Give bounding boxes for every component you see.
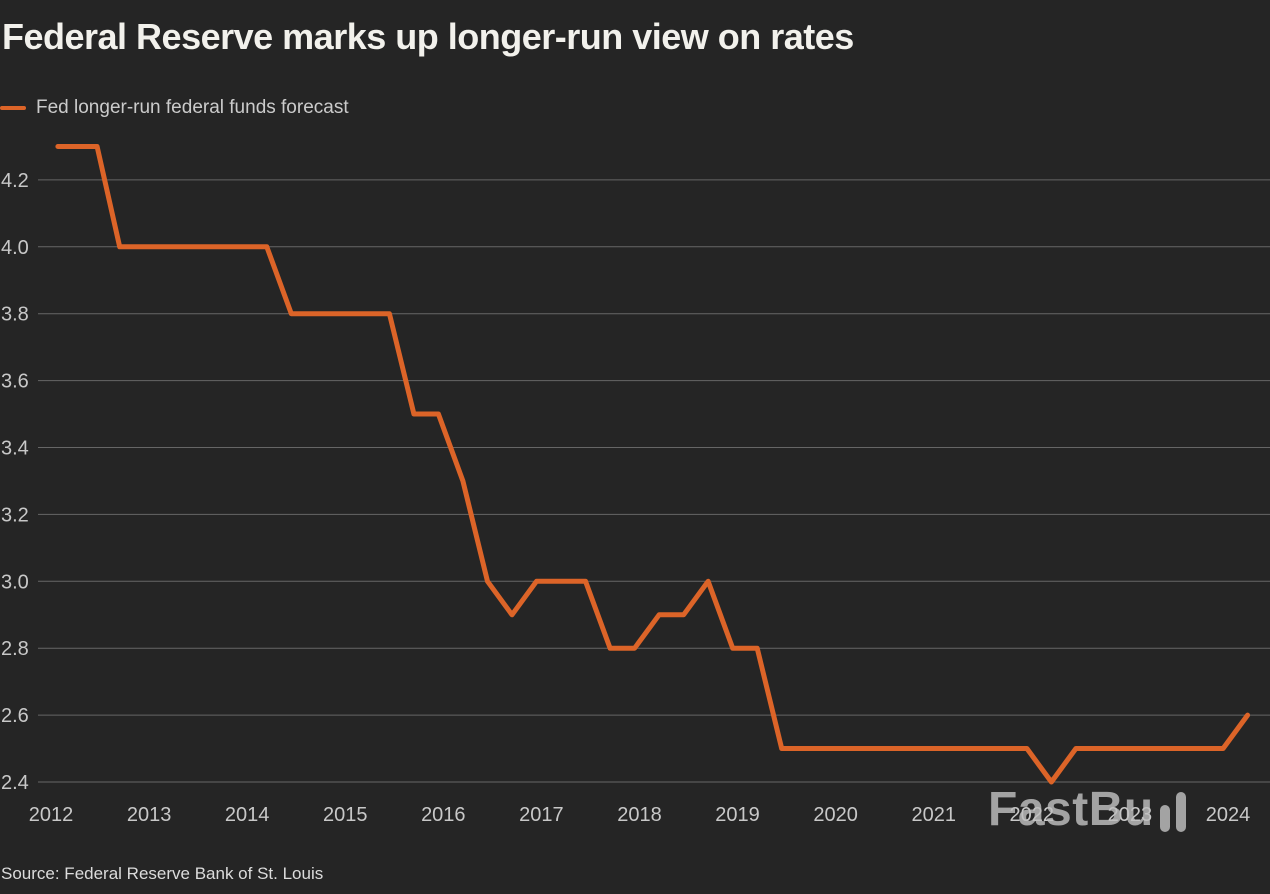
legend-line-swatch-icon [0,106,26,110]
y-tick-label: 3.0 [1,571,29,593]
x-tick-label: 2017 [519,804,564,826]
legend-series-label: Fed longer-run federal funds forecast [36,97,349,118]
y-tick-label: 3.2 [1,504,29,526]
x-tick-label: 2012 [29,804,74,826]
x-tick-label: 2023 [1108,804,1153,826]
y-tick-label: 3.4 [1,438,29,460]
y-tick-label: 2.6 [1,705,29,727]
legend: Fed longer-run federal funds forecast [0,97,349,119]
x-tick-label: 2019 [715,804,760,826]
y-tick-label: 4.0 [1,237,29,259]
forecast-line [55,144,1251,785]
x-tick-label: 2015 [323,804,368,826]
x-tick-label: 2018 [617,804,662,826]
y-tick-label: 3.6 [1,371,29,393]
x-tick-label: 2020 [813,804,858,826]
page-title: Federal Reserve marks up longer-run view… [2,16,854,57]
x-tick-label: 2024 [1206,804,1251,826]
x-tick-label: 2022 [1010,804,1055,826]
y-tick-label: 4.2 [1,170,29,192]
source-attribution: Source: Federal Reserve Bank of St. Loui… [1,864,324,883]
x-tick-label: 2014 [225,804,270,826]
x-tick-label: 2013 [127,804,172,826]
x-tick-label: 2016 [421,804,466,826]
y-tick-label: 3.8 [1,304,29,326]
y-tick-label: 2.4 [1,772,29,794]
y-tick-label: 2.8 [1,638,29,660]
x-tick-label: 2021 [911,804,956,826]
